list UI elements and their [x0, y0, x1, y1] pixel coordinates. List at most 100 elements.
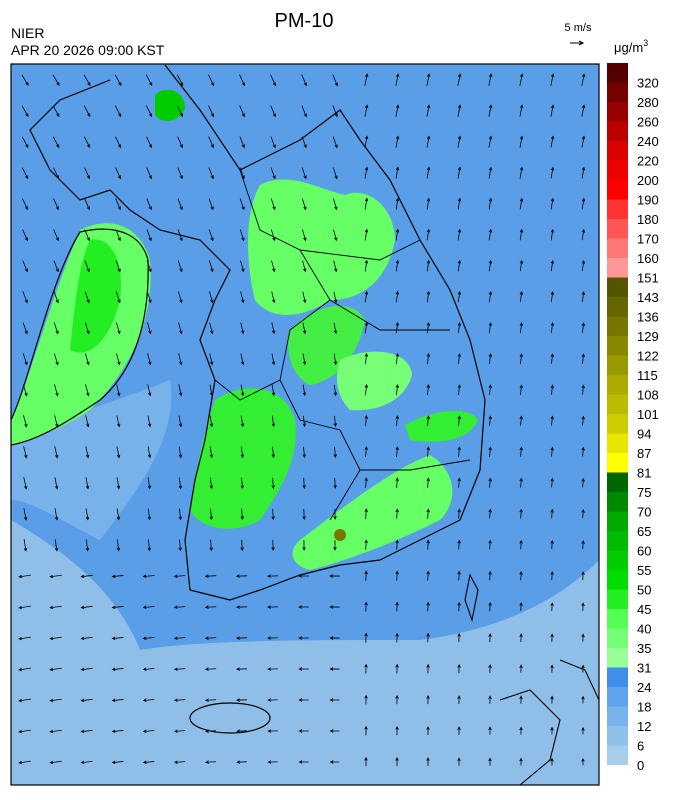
wind-arrow — [49, 729, 62, 734]
hotspot — [334, 529, 346, 541]
wind-arrow — [581, 477, 585, 488]
wind-arrow — [457, 695, 461, 704]
wind-arrow — [116, 477, 121, 490]
colorbar-label: 40 — [637, 622, 651, 637]
wind-arrow — [488, 757, 492, 766]
wind-arrow — [519, 602, 523, 612]
wind-arrow — [395, 446, 399, 457]
wind-arrow — [488, 446, 492, 457]
wind-arrow — [239, 105, 245, 118]
wind-arrow — [18, 605, 31, 610]
wind-arrow — [457, 104, 462, 117]
wind-arrow — [18, 729, 31, 734]
wind-arrow — [209, 477, 214, 490]
colorbar: 0 6 12 18 24 31 35 40 45 50 55 60 65 70 75 81 87 94 101 108… — [607, 63, 659, 773]
wind-arrow — [209, 446, 214, 459]
wind-arrow — [22, 260, 28, 273]
coastline-west — [10, 228, 149, 446]
colorbar-label: 143 — [637, 290, 659, 305]
green-southwest — [190, 388, 296, 529]
wind-arrow — [364, 321, 369, 334]
colorbar-label: 320 — [637, 76, 659, 91]
wind-arrow — [364, 415, 368, 427]
colorbar-label: 108 — [637, 388, 659, 403]
wind-arrow — [395, 73, 400, 86]
map — [10, 63, 600, 786]
colorbar-segment — [607, 531, 628, 551]
wind-arrow — [581, 135, 586, 148]
wind-arrow — [395, 135, 400, 148]
wind-arrow — [53, 291, 59, 304]
colorbar-label: 200 — [637, 173, 659, 188]
wind-arrow — [488, 353, 493, 365]
wind-arrow — [205, 760, 217, 764]
wind-arrow — [240, 415, 245, 428]
wind-arrow — [271, 477, 275, 490]
wind-arrow — [395, 321, 400, 334]
wind-arrow — [426, 290, 431, 303]
wind-arrow — [550, 135, 555, 148]
wind-arrow — [236, 698, 247, 702]
colorbar-label: 170 — [637, 232, 659, 247]
wind-arrow — [208, 229, 214, 242]
wind-arrow — [581, 322, 586, 333]
wind-arrow — [333, 415, 337, 428]
wind-arrow — [18, 636, 31, 641]
wind-arrow — [208, 198, 214, 211]
colorbar-segment — [607, 550, 628, 570]
wind-arrow — [581, 104, 586, 117]
wind-arrow — [457, 539, 461, 550]
wind-arrow — [116, 508, 121, 521]
wind-arrow — [364, 663, 368, 674]
wind-arrow — [457, 726, 461, 735]
wind-arrow — [49, 636, 62, 641]
wind-arrow — [146, 229, 152, 242]
wind-arrow — [84, 198, 90, 211]
wind-arrow — [115, 260, 121, 273]
wind-arrow — [364, 228, 369, 241]
wind-arrow — [176, 74, 184, 87]
wind-arrow — [85, 477, 90, 490]
wind-arrow — [395, 228, 400, 241]
wind-arrow — [364, 73, 369, 86]
wind-arrow — [395, 694, 399, 705]
wind-arrow — [519, 322, 524, 334]
wind-arrow — [111, 605, 124, 610]
wind-arrow — [302, 384, 307, 397]
wind-arrow — [302, 353, 307, 366]
wind-arrow — [83, 136, 91, 149]
wind-arrow — [173, 636, 186, 640]
wind-arrow — [550, 197, 555, 210]
wind-arrow — [209, 539, 213, 552]
colorbar-label: 280 — [637, 95, 659, 110]
wind-arrow — [426, 601, 430, 612]
wind-arrow — [488, 259, 493, 272]
wind-arrow — [457, 601, 461, 612]
wind-arrow — [364, 694, 368, 705]
colorbar-segment — [607, 199, 628, 219]
green-west-core — [70, 239, 121, 353]
wind-arrow — [333, 384, 338, 397]
wind-arrow — [550, 166, 555, 179]
wind-arrow — [53, 229, 59, 242]
wind-arrow — [23, 415, 28, 428]
colorbar-segment — [607, 453, 628, 473]
wind-arrow — [519, 633, 523, 642]
wind-arrow — [333, 540, 337, 551]
colorbar-segment — [607, 375, 628, 395]
wind-arrow — [581, 166, 586, 179]
wind-arrow — [329, 760, 340, 764]
wind-arrow — [173, 574, 186, 578]
colorbar-segment — [607, 82, 628, 102]
wind-arrow — [49, 698, 62, 703]
wind-arrow — [177, 105, 184, 118]
wind-arrow — [146, 105, 153, 118]
colorbar-segment — [607, 180, 628, 200]
colorbar-segment — [607, 63, 628, 83]
colorbar-label: 12 — [637, 719, 651, 734]
wind-arrow — [329, 574, 340, 578]
wind-arrow — [208, 260, 214, 273]
jeju — [189, 702, 271, 734]
wind-arrow — [85, 384, 90, 397]
wind-arrow — [173, 729, 186, 733]
